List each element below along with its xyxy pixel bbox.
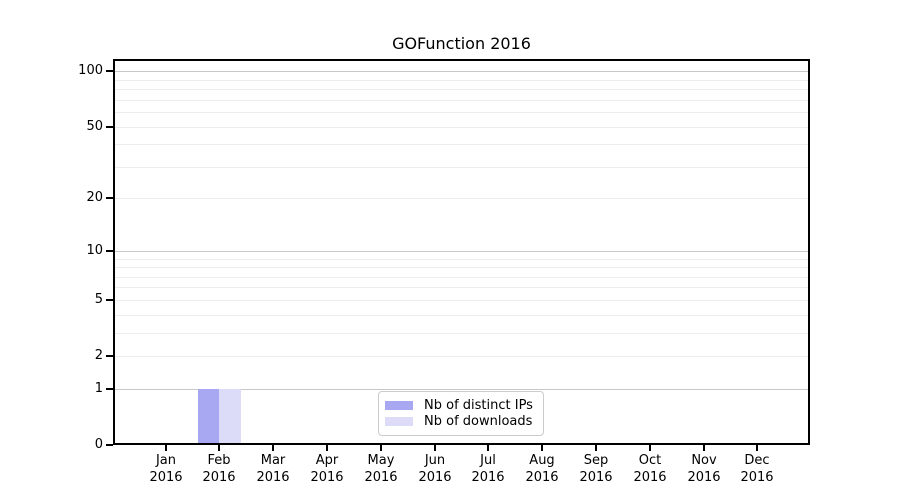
x-tick — [165, 445, 167, 451]
y-gridline-minor — [115, 277, 808, 278]
y-gridline-minor — [115, 198, 808, 199]
x-tick-year: 2016 — [202, 470, 236, 485]
x-tick-label: Jan 2016 — [136, 452, 196, 486]
x-tick-month: Sep — [583, 453, 609, 468]
y-gridline-minor — [115, 167, 808, 168]
x-tick-month: Jun — [424, 453, 446, 468]
x-tick-label: Jun 2016 — [405, 452, 465, 486]
x-tick-year: 2016 — [579, 470, 613, 485]
x-tick-year: 2016 — [687, 470, 721, 485]
x-tick-year: 2016 — [310, 470, 344, 485]
x-tick-year: 2016 — [633, 470, 667, 485]
y-tick-label: 0 — [94, 437, 103, 452]
y-gridline-minor — [115, 259, 808, 260]
y-gridline-minor — [115, 100, 808, 101]
x-tick — [380, 445, 382, 451]
x-tick — [541, 445, 543, 451]
y-gridline-minor — [115, 333, 808, 334]
x-tick-year: 2016 — [418, 470, 452, 485]
y-tick — [106, 250, 113, 252]
bar-nb-of-downloads — [219, 388, 241, 443]
y-gridline-minor — [115, 112, 808, 113]
x-tick — [487, 445, 489, 451]
x-tick-month: Oct — [638, 453, 662, 468]
legend-row: Nb of downloads — [385, 414, 535, 431]
y-tick — [106, 388, 113, 390]
x-tick-month: Jan — [155, 453, 177, 468]
x-tick-label: Feb 2016 — [189, 452, 249, 486]
y-tick — [106, 197, 113, 199]
y-tick — [106, 70, 113, 72]
bar-nb-of-distinct-ips — [197, 388, 220, 443]
x-tick-month: Mar — [260, 453, 286, 468]
y-gridline-minor — [115, 89, 808, 90]
x-tick — [595, 445, 597, 451]
x-tick — [649, 445, 651, 451]
x-tick-label: Sep 2016 — [566, 452, 626, 486]
y-gridline-minor — [115, 287, 808, 288]
y-tick-label: 10 — [86, 243, 103, 258]
x-tick — [703, 445, 705, 451]
x-tick-month: Apr — [315, 453, 339, 468]
x-tick — [434, 445, 436, 451]
x-tick-year: 2016 — [525, 470, 559, 485]
x-tick-label: Apr 2016 — [297, 452, 357, 486]
x-tick-label: Aug 2016 — [512, 452, 572, 486]
x-tick-year: 2016 — [149, 470, 183, 485]
x-tick-month: Feb — [207, 453, 231, 468]
y-gridline-minor — [115, 144, 808, 145]
y-gridline-major — [115, 71, 808, 72]
y-tick-label: 5 — [94, 292, 103, 307]
y-gridline-minor — [115, 315, 808, 316]
legend-row: Nb of distinct IPs — [385, 397, 535, 414]
x-tick — [756, 445, 758, 451]
x-tick-label: Dec 2016 — [727, 452, 787, 486]
x-tick-label: Mar 2016 — [243, 452, 303, 486]
x-tick-month: Aug — [529, 453, 555, 468]
x-tick-year: 2016 — [256, 470, 290, 485]
y-tick-label: 50 — [86, 119, 103, 134]
x-tick — [326, 445, 328, 451]
y-tick-label: 2 — [94, 348, 103, 363]
x-tick-month: May — [367, 453, 395, 468]
x-tick-month: Nov — [691, 453, 717, 468]
x-tick — [272, 445, 274, 451]
legend-swatch — [385, 400, 413, 410]
y-gridline-minor — [115, 300, 808, 301]
y-tick-label: 100 — [78, 63, 103, 78]
y-tick — [106, 355, 113, 357]
y-tick-label: 20 — [86, 190, 103, 205]
x-tick-year: 2016 — [471, 470, 505, 485]
x-tick-label: Oct 2016 — [620, 452, 680, 486]
y-gridline-minor — [115, 80, 808, 81]
x-tick-label: May 2016 — [351, 452, 411, 486]
y-gridline-major — [115, 389, 808, 390]
chart-title: GOFunction 2016 — [392, 34, 531, 53]
plot-area — [113, 59, 810, 445]
y-tick — [106, 299, 113, 301]
y-gridline-minor — [115, 356, 808, 357]
y-gridline-minor — [115, 127, 808, 128]
y-tick — [106, 126, 113, 128]
y-gridline-minor — [115, 267, 808, 268]
x-tick-month: Dec — [744, 453, 770, 468]
y-tick-label: 1 — [94, 381, 103, 396]
x-tick-label: Nov 2016 — [674, 452, 734, 486]
legend-swatch — [385, 417, 413, 427]
legend-label: Nb of distinct IPs — [424, 397, 533, 413]
legend: Nb of distinct IPs Nb of downloads — [378, 391, 544, 436]
x-tick-month: Jul — [480, 453, 496, 468]
x-tick-year: 2016 — [740, 470, 774, 485]
legend-label: Nb of downloads — [424, 414, 533, 430]
x-tick-label: Jul 2016 — [458, 452, 518, 486]
y-tick — [106, 444, 113, 446]
y-gridline-major — [115, 251, 808, 252]
x-tick — [218, 445, 220, 451]
x-tick-year: 2016 — [364, 470, 398, 485]
